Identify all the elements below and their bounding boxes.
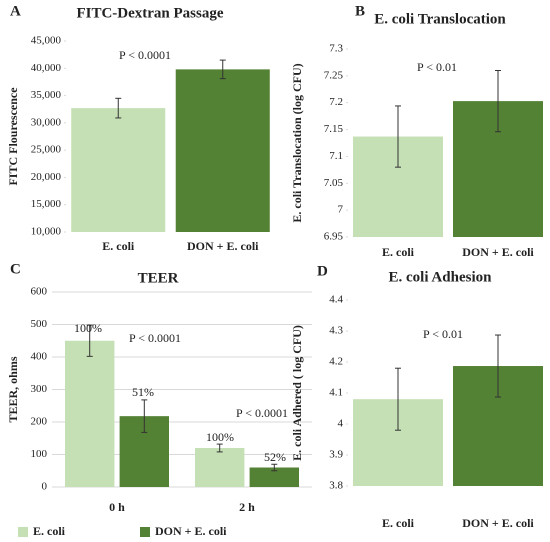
y-tick-label: 300 — [31, 383, 48, 395]
chart-title: TEER — [138, 270, 179, 286]
chart-title: FITC-Dextran Passage — [76, 5, 223, 21]
bar — [71, 108, 166, 232]
y-tick-label: 7.25 — [324, 69, 344, 81]
y-tick-label: 200 — [31, 416, 48, 428]
y-axis-label: TEER, ohms — [6, 356, 20, 422]
panel-letter: C — [10, 261, 21, 277]
y-tick-label: 3.9 — [329, 449, 343, 461]
y-axis-label: FITC Flourescence — [6, 87, 20, 186]
y-tick-label: 40,000 — [31, 62, 62, 74]
panel-letter: D — [317, 263, 328, 279]
chart-title: E. coli Translocation — [374, 11, 506, 27]
y-tick-label: 6.95 — [324, 231, 344, 243]
legend-swatch — [140, 527, 150, 537]
y-axis-label: E. coli Translocation (log CFU) — [290, 63, 304, 222]
x-tick-label: DON + E. coli — [462, 245, 534, 259]
y-tick-label: 400 — [31, 351, 48, 363]
y-tick-label: 30,000 — [31, 116, 62, 128]
x-tick-label: DON + E. coli — [187, 239, 259, 253]
y-tick-label: 7.2 — [329, 96, 343, 108]
y-tick-label: 7.1 — [329, 150, 343, 162]
y-tick-label: 4.2 — [329, 356, 343, 368]
y-tick-label: 4.1 — [329, 387, 343, 399]
y-tick-label: 7.15 — [324, 123, 344, 135]
x-tick-label: E. coli — [382, 516, 415, 530]
panel-letter: B — [355, 3, 365, 19]
panel-letter: A — [10, 3, 21, 19]
y-tick-label: 7 — [338, 204, 344, 216]
chart-title: E. coli Adhesion — [389, 269, 493, 285]
y-tick-label: 25,000 — [31, 144, 62, 156]
y-tick-label: 15,000 — [31, 198, 62, 210]
y-tick-label: 45,000 — [31, 35, 62, 47]
annotation: P < 0.01 — [417, 60, 457, 74]
y-tick-label: 3.8 — [329, 480, 343, 492]
bar — [175, 69, 270, 233]
y-tick-label: 7.05 — [324, 177, 344, 189]
y-tick-label: 10,000 — [31, 226, 62, 238]
x-tick-label: 2 h — [239, 500, 255, 514]
y-tick-label: 4.3 — [329, 325, 343, 337]
annotation: P < 0.01 — [423, 327, 463, 341]
legend-label: E. coli — [33, 524, 66, 538]
x-tick-label: E. coli — [382, 245, 415, 259]
annotation: 100% — [206, 430, 234, 444]
annotation: 100% — [74, 321, 102, 335]
x-tick-label: E. coli — [102, 239, 135, 253]
annotation: 51% — [132, 385, 154, 399]
y-tick-label: 7.3 — [329, 43, 343, 55]
y-tick-label: 500 — [31, 318, 48, 330]
annotation: 52% — [264, 450, 286, 464]
annotation: P < 0.0001 — [236, 406, 288, 420]
annotation: P < 0.0001 — [129, 331, 181, 345]
bar — [65, 340, 115, 487]
y-axis-label: E. coli Adhered ( log CFU) — [290, 325, 304, 461]
bar — [195, 448, 245, 487]
bar — [249, 467, 299, 487]
y-tick-label: 100 — [31, 448, 48, 460]
y-tick-label: 4.4 — [329, 294, 343, 306]
y-tick-label: 35,000 — [31, 89, 62, 101]
legend-swatch — [18, 527, 28, 537]
x-tick-label: DON + E. coli — [462, 516, 534, 530]
y-tick-label: 600 — [31, 286, 48, 298]
y-tick-label: 20,000 — [31, 171, 62, 183]
y-tick-label: 0 — [42, 481, 48, 493]
annotation: P < 0.0001 — [119, 48, 171, 62]
x-tick-label: 0 h — [109, 500, 125, 514]
y-tick-label: 4 — [338, 418, 344, 430]
legend-label: DON + E. coli — [155, 524, 227, 538]
